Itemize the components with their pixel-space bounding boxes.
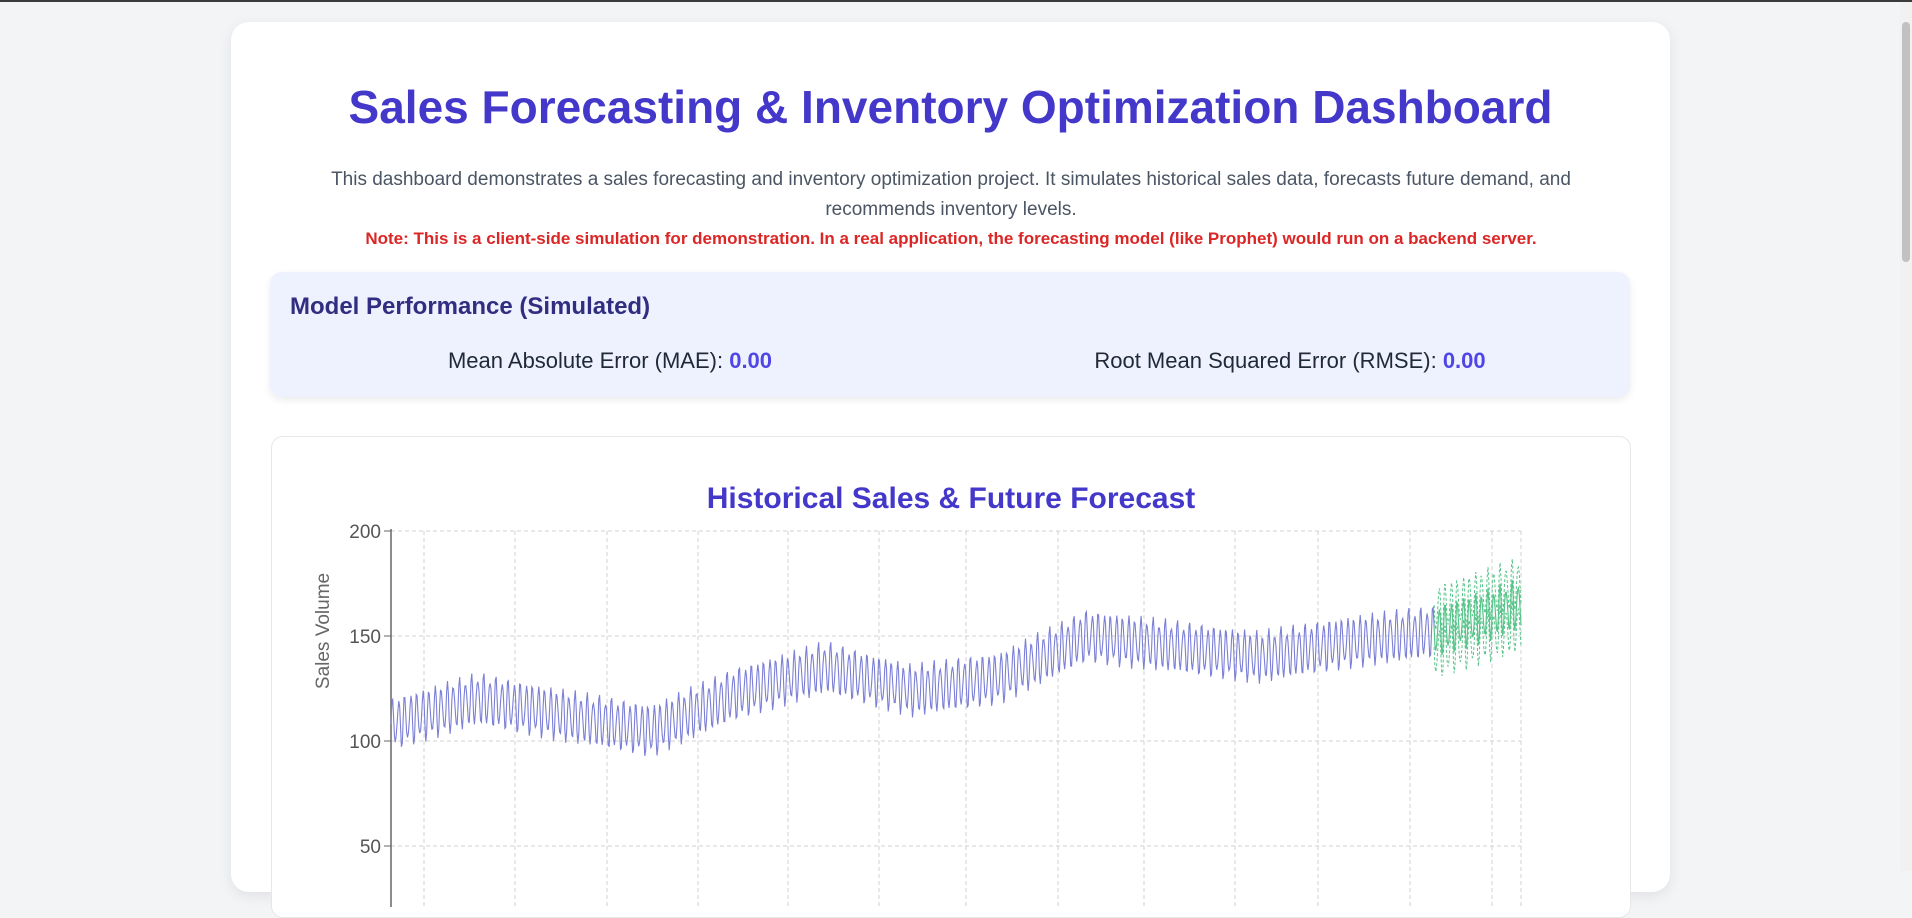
page-scrollbar[interactable] <box>1900 2 1912 871</box>
rmse-value: 0.00 <box>1442 348 1486 373</box>
rmse-label: Root Mean Squared Error (RMSE): <box>1094 348 1437 373</box>
dashboard-card: Sales Forecasting & Inventory Optimizati… <box>231 22 1670 918</box>
mae-metric: Mean Absolute Error (MAE): 0.00 <box>270 348 950 374</box>
rmse-metric: Root Mean Squared Error (RMSE): 0.00 <box>950 348 1630 374</box>
y-tick-label: 100 <box>349 732 381 753</box>
model-performance-panel: Model Performance (Simulated) Mean Absol… <box>270 272 1630 397</box>
forecast-lower-bound-line <box>1433 600 1522 677</box>
y-tick-label: 200 <box>349 522 381 543</box>
y-tick-label: 50 <box>360 837 381 858</box>
chart-title: Historical Sales & Future Forecast <box>706 482 1196 515</box>
window-top-border <box>0 0 1912 2</box>
page-title: Sales Forecasting & Inventory Optimizati… <box>348 81 1553 133</box>
simulation-note: Note: This is a client-side simulation f… <box>365 229 1537 248</box>
y-axis-title: Sales Volume <box>313 573 334 689</box>
sales-forecast-chart: 50 100 150 200 Sales Volume <box>313 522 1522 907</box>
mae-label: Mean Absolute Error (MAE): <box>447 348 724 373</box>
scrollbar-thumb[interactable] <box>1902 22 1910 262</box>
historical-sales-line <box>390 605 1435 757</box>
forecast-chart-card: Historical Sales & Future Forecast 50 100… <box>271 436 1631 918</box>
forecast-line <box>1433 579 1522 656</box>
forecast-upper-bound-line <box>1433 558 1522 635</box>
dashboard-description: This dashboard demonstrates a sales fore… <box>331 169 1571 220</box>
y-tick-label: 150 <box>349 627 381 648</box>
mae-value: 0.00 <box>729 348 773 373</box>
model-performance-title: Model Performance (Simulated) <box>290 293 651 320</box>
